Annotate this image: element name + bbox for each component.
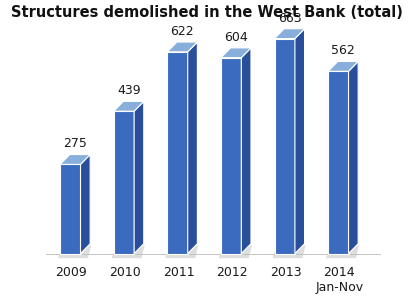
Text: 2012: 2012: [216, 266, 248, 279]
Polygon shape: [60, 155, 90, 164]
Text: 2011: 2011: [163, 266, 194, 279]
Polygon shape: [328, 71, 349, 254]
Text: Structures demolished in the West Bank (total): Structures demolished in the West Bank (…: [11, 5, 403, 20]
Polygon shape: [241, 48, 251, 254]
Polygon shape: [114, 101, 144, 111]
Polygon shape: [165, 245, 198, 258]
Polygon shape: [275, 39, 295, 254]
Text: 2009: 2009: [56, 266, 87, 279]
Text: 2010: 2010: [109, 266, 141, 279]
Polygon shape: [221, 48, 251, 58]
Polygon shape: [349, 62, 358, 254]
Polygon shape: [114, 111, 134, 254]
Polygon shape: [295, 29, 305, 254]
Text: 439: 439: [117, 84, 141, 97]
Polygon shape: [219, 245, 252, 258]
Polygon shape: [221, 58, 241, 254]
Text: 562: 562: [331, 44, 355, 57]
Polygon shape: [60, 164, 81, 254]
Polygon shape: [81, 155, 90, 254]
Polygon shape: [326, 245, 359, 258]
Polygon shape: [167, 42, 198, 52]
Polygon shape: [58, 245, 91, 258]
Polygon shape: [328, 62, 358, 71]
Polygon shape: [272, 245, 305, 258]
Text: 663: 663: [278, 12, 301, 25]
Polygon shape: [112, 245, 145, 258]
Polygon shape: [188, 42, 198, 254]
Text: 604: 604: [224, 31, 248, 44]
Text: 2014
Jan-Nov: 2014 Jan-Nov: [315, 266, 364, 295]
Text: 622: 622: [171, 25, 194, 38]
Polygon shape: [275, 29, 305, 39]
Polygon shape: [134, 101, 144, 254]
Polygon shape: [167, 52, 188, 254]
Text: 275: 275: [63, 137, 87, 150]
Text: 2013: 2013: [270, 266, 302, 279]
